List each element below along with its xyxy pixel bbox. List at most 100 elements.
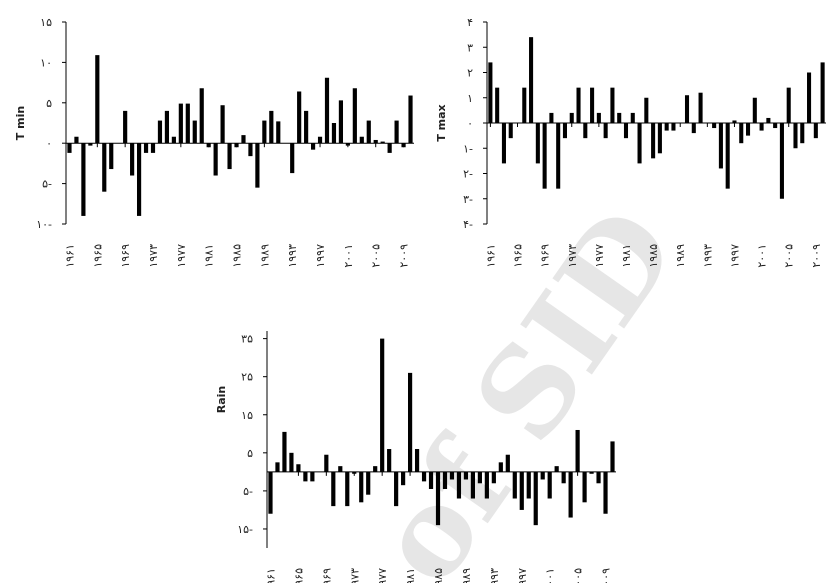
bar [435,471,441,526]
bar [67,143,72,153]
y-tick-label: ۳ [467,41,473,54]
bar [442,471,448,489]
bar [199,88,204,144]
y-tick-label: ۱- [463,142,473,155]
y-tick-label: ۱۰- [36,218,52,231]
bar [387,143,392,153]
bar [380,338,385,472]
y-tick-label: ۳- [463,193,473,206]
bar [508,123,513,139]
bar [456,471,462,499]
bar [477,471,482,484]
bar [248,143,253,157]
bar [401,471,406,486]
bar [150,143,156,153]
bar [109,143,114,170]
y-axis-label: T max [435,104,448,141]
y-tick-label: ۱۵- [237,523,253,536]
x-tick-label: ۱۹۹۳ [286,244,299,268]
bar [414,449,420,472]
bar [610,441,615,472]
bar [227,143,232,170]
bar [338,466,343,472]
bar [297,91,302,144]
bar [157,120,163,144]
x-tick-label: ۲۰۰۹ [398,244,411,268]
bar [123,110,128,144]
bar [488,62,493,123]
x-tick-label: ۲۰۰۹ [810,244,823,268]
bar [773,123,778,129]
bar [470,471,476,499]
bar [617,112,622,123]
bar [522,87,527,123]
bar [589,471,594,474]
bar [275,462,280,472]
bar [95,55,100,144]
x-tick-label: ۱۹۶۹ [119,244,132,268]
bar [192,120,197,144]
bar [276,121,281,144]
x-tick-label: ۱۹۶۱ [484,244,497,268]
bar [813,123,818,139]
bar [745,123,751,136]
bar [759,123,764,131]
x-tick-label: ۱۹۹۷ [516,568,529,583]
bar [401,143,406,148]
x-tick-label: ۱۹۷۳ [348,568,361,583]
bar [164,110,170,144]
y-tick-label: ۰ [46,137,52,150]
bar [547,471,552,499]
bar [143,143,149,153]
bar [373,139,378,144]
x-tick-label: ۲۰۰۵ [572,568,585,583]
bar [718,123,723,169]
y-tick-label: ۵ [247,447,253,460]
y-tick-label: ۱۰ [40,56,52,69]
bar [282,431,287,472]
bar [554,466,559,472]
bar [178,103,183,144]
x-tick-label: ۱۹۶۹ [320,568,333,583]
bar [241,135,246,144]
x-tick-label: ۱۹۸۵ [231,244,244,268]
bar [568,471,573,518]
x-tick-label: ۱۹۶۵ [292,568,305,583]
bar [317,136,323,144]
bar [575,429,580,472]
y-tick-label: ۲ [467,67,473,80]
bar [255,143,260,188]
y-tick-label: ۵- [42,178,52,191]
y-tick-label: ۰ [467,117,473,130]
x-tick-label: ۲۰۰۹ [600,568,613,583]
watermark: of SID [348,184,705,583]
x-tick-label: ۱۹۸۱ [404,568,417,583]
bar [495,87,500,123]
bar [171,136,176,144]
x-tick-label: ۱۹۸۱ [620,244,633,268]
y-tick-label: ۴- [463,218,473,231]
bar [74,136,79,144]
bar [407,372,413,472]
bar [380,141,385,144]
bar [102,143,107,192]
bar [206,143,211,148]
bar [338,100,344,144]
bar [421,471,427,482]
x-tick-label: ۱۹۶۱ [63,244,76,268]
y-tick-label: ۴ [467,16,473,29]
bar [331,123,337,144]
bar [359,471,364,503]
bar [549,112,554,123]
bar [739,123,744,144]
bar [185,103,190,144]
x-tick-label: ۱۹۸۵ [647,244,660,268]
bar [491,471,496,484]
bar [501,123,506,164]
x-tick-label: ۱۹۹۳ [488,568,501,583]
bar [583,123,588,139]
bar [533,471,538,526]
bar [576,87,581,123]
bar [290,143,295,174]
bar [345,143,350,146]
